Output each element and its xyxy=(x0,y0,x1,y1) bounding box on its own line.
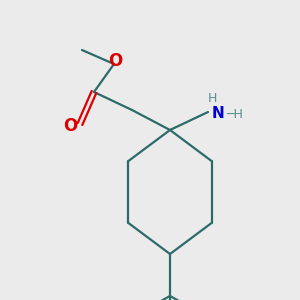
Text: O: O xyxy=(108,52,122,70)
Text: ─H: ─H xyxy=(226,107,243,121)
Text: H: H xyxy=(207,92,217,104)
Text: O: O xyxy=(63,117,77,135)
Text: N: N xyxy=(212,106,225,122)
